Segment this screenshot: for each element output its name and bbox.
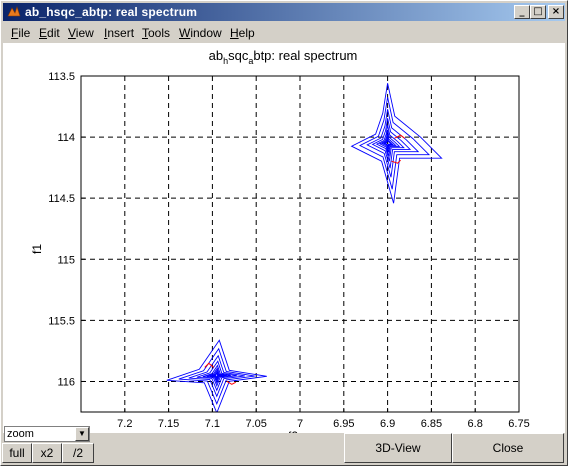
menu-bar: File Edit View Insert Tools Window Help bbox=[3, 23, 565, 43]
zoom-select-value: zoom bbox=[7, 428, 34, 440]
close-button[interactable]: Close bbox=[452, 433, 564, 463]
3d-view-button[interactable]: 3D-View bbox=[344, 433, 452, 463]
y-tick-label: 114 bbox=[57, 132, 75, 144]
y-axis-label: f1 bbox=[30, 244, 44, 254]
y-tick-label: 116 bbox=[57, 376, 75, 388]
menu-view[interactable]: View bbox=[68, 26, 94, 40]
menu-file[interactable]: File bbox=[11, 26, 31, 40]
y-tick-label: 115.5 bbox=[48, 315, 75, 327]
menu-tools[interactable]: Tools bbox=[142, 26, 171, 40]
contour-ring bbox=[196, 360, 237, 392]
contour-ring bbox=[188, 354, 245, 398]
x-tick-label: 7.05 bbox=[245, 418, 266, 430]
maximize-button[interactable]: □ bbox=[530, 5, 546, 19]
x-tick-label: 6.95 bbox=[333, 418, 354, 430]
x-axis-ticks: 7.2 7.15 7.1 7.05 7 6.95 6.9 6.85 6.8 6.75 bbox=[117, 408, 530, 430]
negative-contour bbox=[204, 362, 215, 368]
x-tick-label: 7.2 bbox=[117, 418, 132, 430]
contour-ring bbox=[371, 118, 412, 169]
contour-ring bbox=[166, 339, 267, 412]
menu-insert[interactable]: Insert bbox=[104, 26, 135, 40]
close-icon: × bbox=[551, 6, 561, 17]
title-bar[interactable]: ab_hsqc_abtp: real spectrum _ □ × bbox=[3, 3, 565, 21]
contour-ring bbox=[213, 372, 220, 379]
negative-contour bbox=[391, 159, 401, 164]
menu-window[interactable]: Window bbox=[179, 26, 222, 40]
plot-frame bbox=[80, 75, 520, 413]
x-axis-label: f2 bbox=[288, 429, 298, 433]
x-tick-label: 6.9 bbox=[380, 418, 395, 430]
chevron-down-icon[interactable]: ▼ bbox=[75, 427, 89, 441]
window-title: ab_hsqc_abtp: real spectrum bbox=[25, 5, 198, 19]
x-tick-label: 7.1 bbox=[205, 418, 220, 430]
x-tick-label: 7.15 bbox=[158, 418, 179, 430]
y-tick-label: 113.5 bbox=[48, 71, 75, 83]
contour-ring bbox=[381, 134, 397, 153]
contour-ring bbox=[209, 369, 224, 382]
negative-contour bbox=[226, 380, 237, 385]
contour-ring bbox=[350, 83, 443, 204]
grid bbox=[81, 75, 520, 412]
contour-ring bbox=[384, 139, 393, 148]
x-tick-label: 7 bbox=[297, 418, 303, 430]
y-axis-ticks: 113.5 114 114.5 115 115.5 116 bbox=[48, 71, 85, 388]
negative-contour bbox=[394, 134, 405, 139]
spectrum-chart[interactable]: abhsqcabtp: real spectrum 7.2 7.15 7.1 7.05… bbox=[3, 43, 565, 443]
y-tick-label: 115 bbox=[57, 254, 75, 266]
contour-ring bbox=[375, 125, 405, 162]
contour-ring bbox=[206, 367, 227, 384]
x-tick-label: 6.8 bbox=[468, 418, 483, 430]
maximize-icon: □ bbox=[533, 6, 543, 17]
minimize-icon: _ bbox=[519, 6, 525, 17]
full-button[interactable]: full bbox=[2, 443, 32, 463]
menu-help[interactable]: Help bbox=[230, 26, 255, 40]
x-tick-label: 6.75 bbox=[508, 418, 529, 430]
half-button[interactable]: /2 bbox=[62, 443, 94, 463]
matlab-icon bbox=[7, 6, 21, 17]
contour-peaks bbox=[166, 83, 443, 412]
close-window-button[interactable]: × bbox=[548, 5, 564, 19]
contour-ring bbox=[202, 364, 231, 387]
zoom-select[interactable]: zoom ▼ bbox=[4, 426, 90, 442]
minimize-button[interactable]: _ bbox=[514, 5, 530, 19]
x2-button[interactable]: x2 bbox=[32, 443, 62, 463]
contour-ring bbox=[378, 130, 401, 157]
contour-ring bbox=[382, 137, 395, 150]
figure-canvas: abhsqcabtp: real spectrum 7.2 7.15 7.1 7.05… bbox=[3, 43, 565, 443]
chart-title: abhsqcabtp: real spectrum bbox=[209, 48, 358, 66]
y-tick-label: 114.5 bbox=[48, 193, 75, 205]
x-tick-label: 6.85 bbox=[421, 418, 442, 430]
contour-ring bbox=[358, 97, 431, 190]
menu-edit[interactable]: Edit bbox=[39, 26, 60, 40]
